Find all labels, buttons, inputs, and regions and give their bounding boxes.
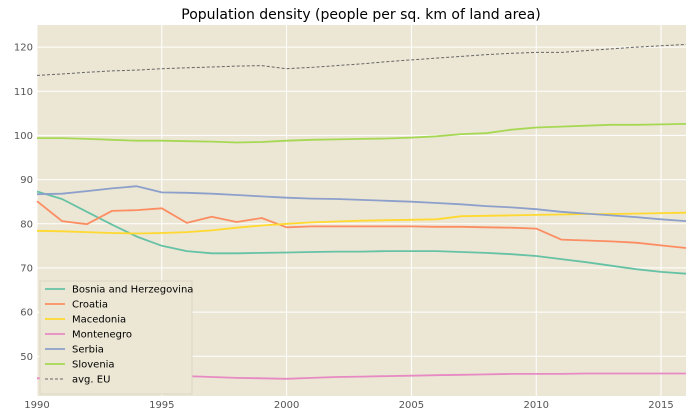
legend-label: Slovenia: [72, 360, 115, 371]
x-tick-label: 1995: [149, 400, 174, 411]
legend-label: Macedonia: [72, 315, 126, 326]
y-tick-label: 80: [20, 219, 33, 230]
x-tick-label: 2015: [648, 400, 673, 411]
legend: Bosnia and Herzegovina Croatia Macedonia Mo…: [39, 280, 193, 395]
axes: 1990 1995 2000 2005 2010 2015 50 60 70 80 90 100 110…: [14, 43, 674, 411]
legend-box: [39, 280, 193, 395]
legend-label: avg. EU: [72, 375, 110, 386]
series-line-macedonia: [36, 211, 687, 235]
x-tick-label: 2000: [274, 400, 299, 411]
legend-label: Bosnia and Herzegovina: [72, 285, 193, 296]
legend-label: Montenegro: [72, 330, 132, 341]
y-tick-label: 100: [14, 131, 33, 142]
series-line-serbia: [36, 185, 687, 222]
series-line-slovenia: [37, 123, 687, 144]
legend-label: Croatia: [72, 300, 108, 311]
y-tick-label: 50: [20, 352, 33, 363]
x-tick-label: 2005: [399, 400, 424, 411]
y-tick-label: 70: [20, 263, 33, 274]
y-tick-label: 120: [14, 43, 33, 54]
chart-title: Population density (people per sq. km of…: [181, 7, 540, 23]
y-tick-label: 60: [20, 308, 33, 319]
series-line-bosnia-and-herzegovina: [36, 190, 687, 275]
legend-label: Serbia: [72, 345, 104, 356]
x-tick-label: 2010: [524, 400, 549, 411]
series-line-croatia: [36, 200, 687, 249]
series-line-avg-eu: [36, 43, 687, 76]
x-tick-label: 1990: [24, 400, 49, 411]
y-tick-label: 90: [20, 175, 33, 186]
y-tick-label: 110: [14, 87, 33, 98]
